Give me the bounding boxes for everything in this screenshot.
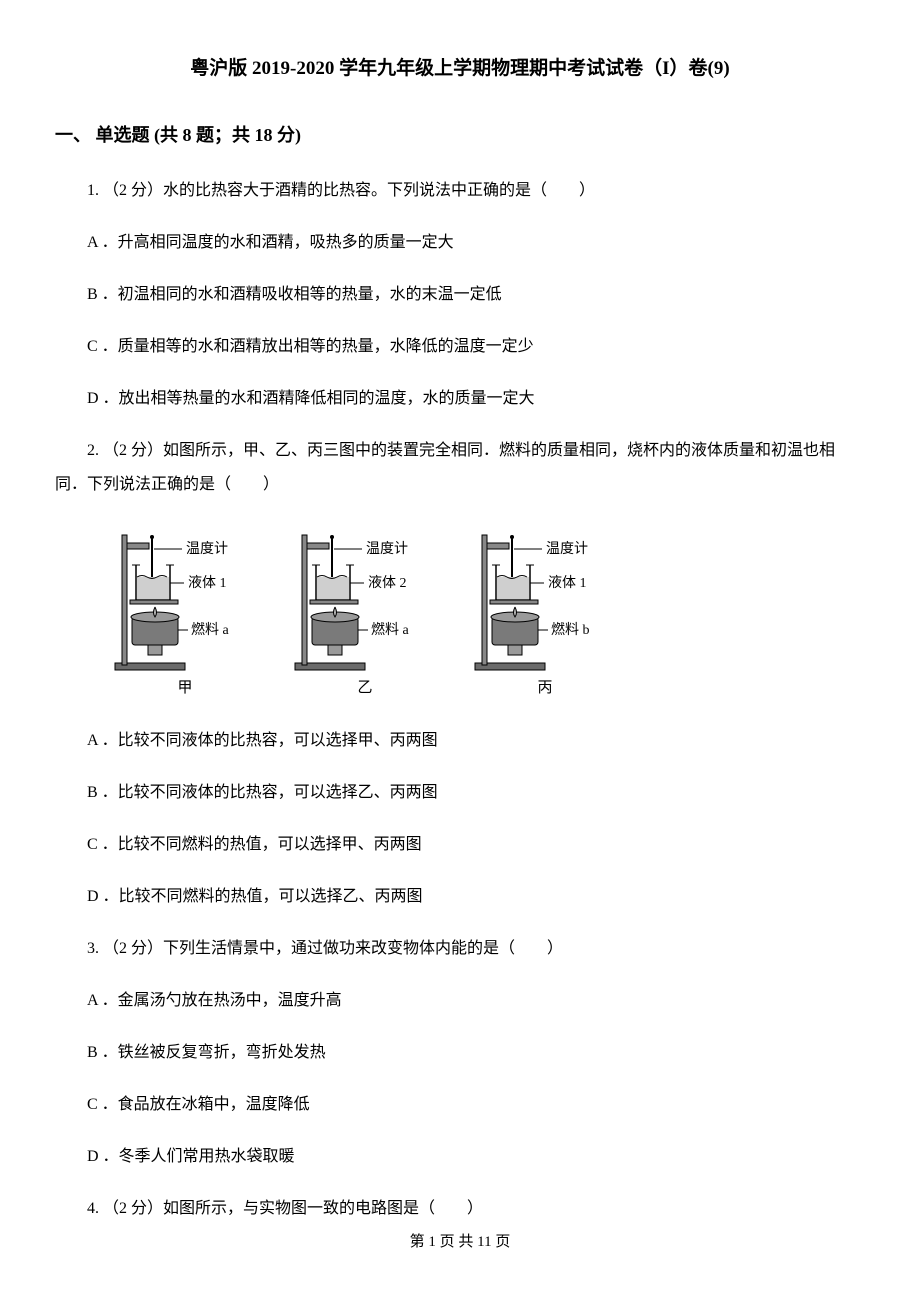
q2-option-b: B ．比较不同液体的比热容，可以选择乙、丙两图 [55,781,865,805]
label-liquid-yi: 液体 2 [368,573,407,594]
q1-option-a: A ．升高相同温度的水和酒精，吸热多的质量一定大 [55,231,865,255]
label-thermometer-yi: 温度计 [366,539,408,560]
label-thermometer-jia: 温度计 [186,539,228,560]
section-header: 一、 单选题 (共 8 题；共 18 分) [55,122,865,149]
q3-option-a: A ．金属汤勺放在热汤中，温度升高 [55,989,865,1013]
figure-bing: 温度计 液体 1 燃料 b 丙 [470,525,620,700]
q1-stem: 1. （2 分）水的比热容大于酒精的比热容。下列说法中正确的是（ ） [55,179,865,203]
q1-option-b: B ．初温相同的水和酒精吸收相等的热量，水的末温一定低 [55,283,865,307]
q2-figures: 温度计 液体 1 燃料 a 甲 [110,525,865,700]
apparatus-yi: 温度计 液体 2 燃料 a [290,525,440,675]
q2-option-a: A ．比较不同液体的比热容，可以选择甲、丙两图 [55,729,865,753]
q1-option-c: C ．质量相等的水和酒精放出相等的热量，水降低的温度一定少 [55,335,865,359]
caption-bing: 丙 [537,677,552,700]
q2-option-d: D ．比较不同燃料的热值，可以选择乙、丙两图 [55,885,865,909]
label-liquid-bing: 液体 1 [548,573,587,594]
figure-jia: 温度计 液体 1 燃料 a 甲 [110,525,260,700]
q4-stem: 4. （2 分）如图所示，与实物图一致的电路图是（ ） [55,1197,865,1221]
caption-jia: 甲 [177,677,192,700]
q3-option-c: C ．食品放在冰箱中，温度降低 [55,1093,865,1117]
caption-yi: 乙 [357,677,372,700]
q1-option-d: D ．放出相等热量的水和酒精降低相同的温度，水的质量一定大 [55,387,865,411]
label-fuel-jia: 燃料 a [191,620,229,641]
label-fuel-yi: 燃料 a [371,620,409,641]
label-liquid-jia: 液体 1 [188,573,227,594]
figure-yi: 温度计 液体 2 燃料 a 乙 [290,525,440,700]
q2-option-c: C ．比较不同燃料的热值，可以选择甲、丙两图 [55,833,865,857]
apparatus-bing: 温度计 液体 1 燃料 b [470,525,620,675]
label-thermometer-bing: 温度计 [546,539,588,560]
page-footer: 第 1 页 共 11 页 [55,1231,865,1254]
apparatus-jia: 温度计 液体 1 燃料 a [110,525,260,675]
page-title: 粤沪版 2019-2020 学年九年级上学期物理期中考试试卷（I）卷(9) [55,55,865,84]
q2-stem-line2: 同．下列说法正确的是（ ） [55,473,865,497]
q3-option-d: D ．冬季人们常用热水袋取暖 [55,1145,865,1169]
q2-stem-line1: 2. （2 分）如图所示，甲、乙、丙三图中的装置完全相同．燃料的质量相同，烧杯内… [55,439,865,463]
q3-option-b: B ．铁丝被反复弯折，弯折处发热 [55,1041,865,1065]
q3-stem: 3. （2 分）下列生活情景中，通过做功来改变物体内能的是（ ） [55,937,865,961]
label-fuel-bing: 燃料 b [551,620,590,641]
